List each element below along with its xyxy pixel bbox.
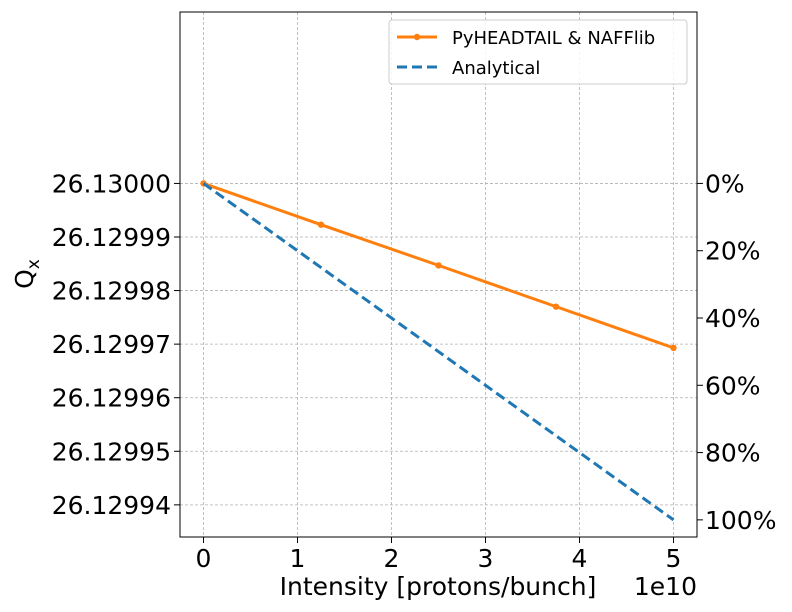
x-axis-ticks: 0 1 2 3 4 5 [196,537,682,573]
y2-tick-label: 0% [705,169,745,198]
legend-label-pyheadtail: PyHEADTAIL & NAFFlib [452,28,655,49]
y2-axis-ticks: 0% 20% 40% 60% 80% 100% [697,169,776,535]
plot-frame [179,11,698,538]
x-axis-label: Intensity [protons/bunch] [280,572,597,601]
x-tick-label: 1 [290,544,306,573]
legend: PyHEADTAIL & NAFFlib Analytical [388,19,688,85]
y-axis-ticks: 26.13000 26.12999 26.12998 26.12997 26.12996… [52,169,180,520]
grid [180,12,697,537]
legend-box [388,19,688,85]
y-tick-label: 26.12998 [52,277,171,306]
legend-label-analytical: Analytical [452,58,540,79]
y-tick-label: 26.12995 [52,437,171,466]
x-tick-label: 4 [572,544,588,573]
series-point [670,344,677,352]
y-axis-label: Qx [10,259,44,289]
y-tick-label: 26.12999 [52,223,171,252]
series-point [317,221,325,228]
x-tick-label: 3 [478,544,494,573]
y-axis-label-subscript: x [24,259,44,269]
y2-tick-label: 60% [705,371,761,400]
y2-tick-label: 40% [705,304,761,333]
legend-marker-pyheadtail [413,33,421,41]
y2-tick-label: 80% [705,439,761,468]
series-point [552,303,560,310]
series-layer [200,180,677,522]
y-tick-label: 26.12994 [52,491,171,520]
y-tick-label: 26.12996 [52,384,171,413]
y-tick-label: 26.12997 [52,330,171,359]
x-tick-label: 0 [196,544,212,573]
x-tick-label: 5 [666,544,682,573]
series-point [435,262,442,269]
y-axis-label-main: Q [10,269,39,289]
x-axis-offset-text: 1e10 [634,572,697,601]
y2-tick-label: 20% [705,237,761,266]
x-tick-label: 2 [384,544,400,573]
series-line-1 [202,182,675,522]
y2-tick-label: 100% [705,506,776,535]
y-tick-label: 26.13000 [52,169,171,198]
